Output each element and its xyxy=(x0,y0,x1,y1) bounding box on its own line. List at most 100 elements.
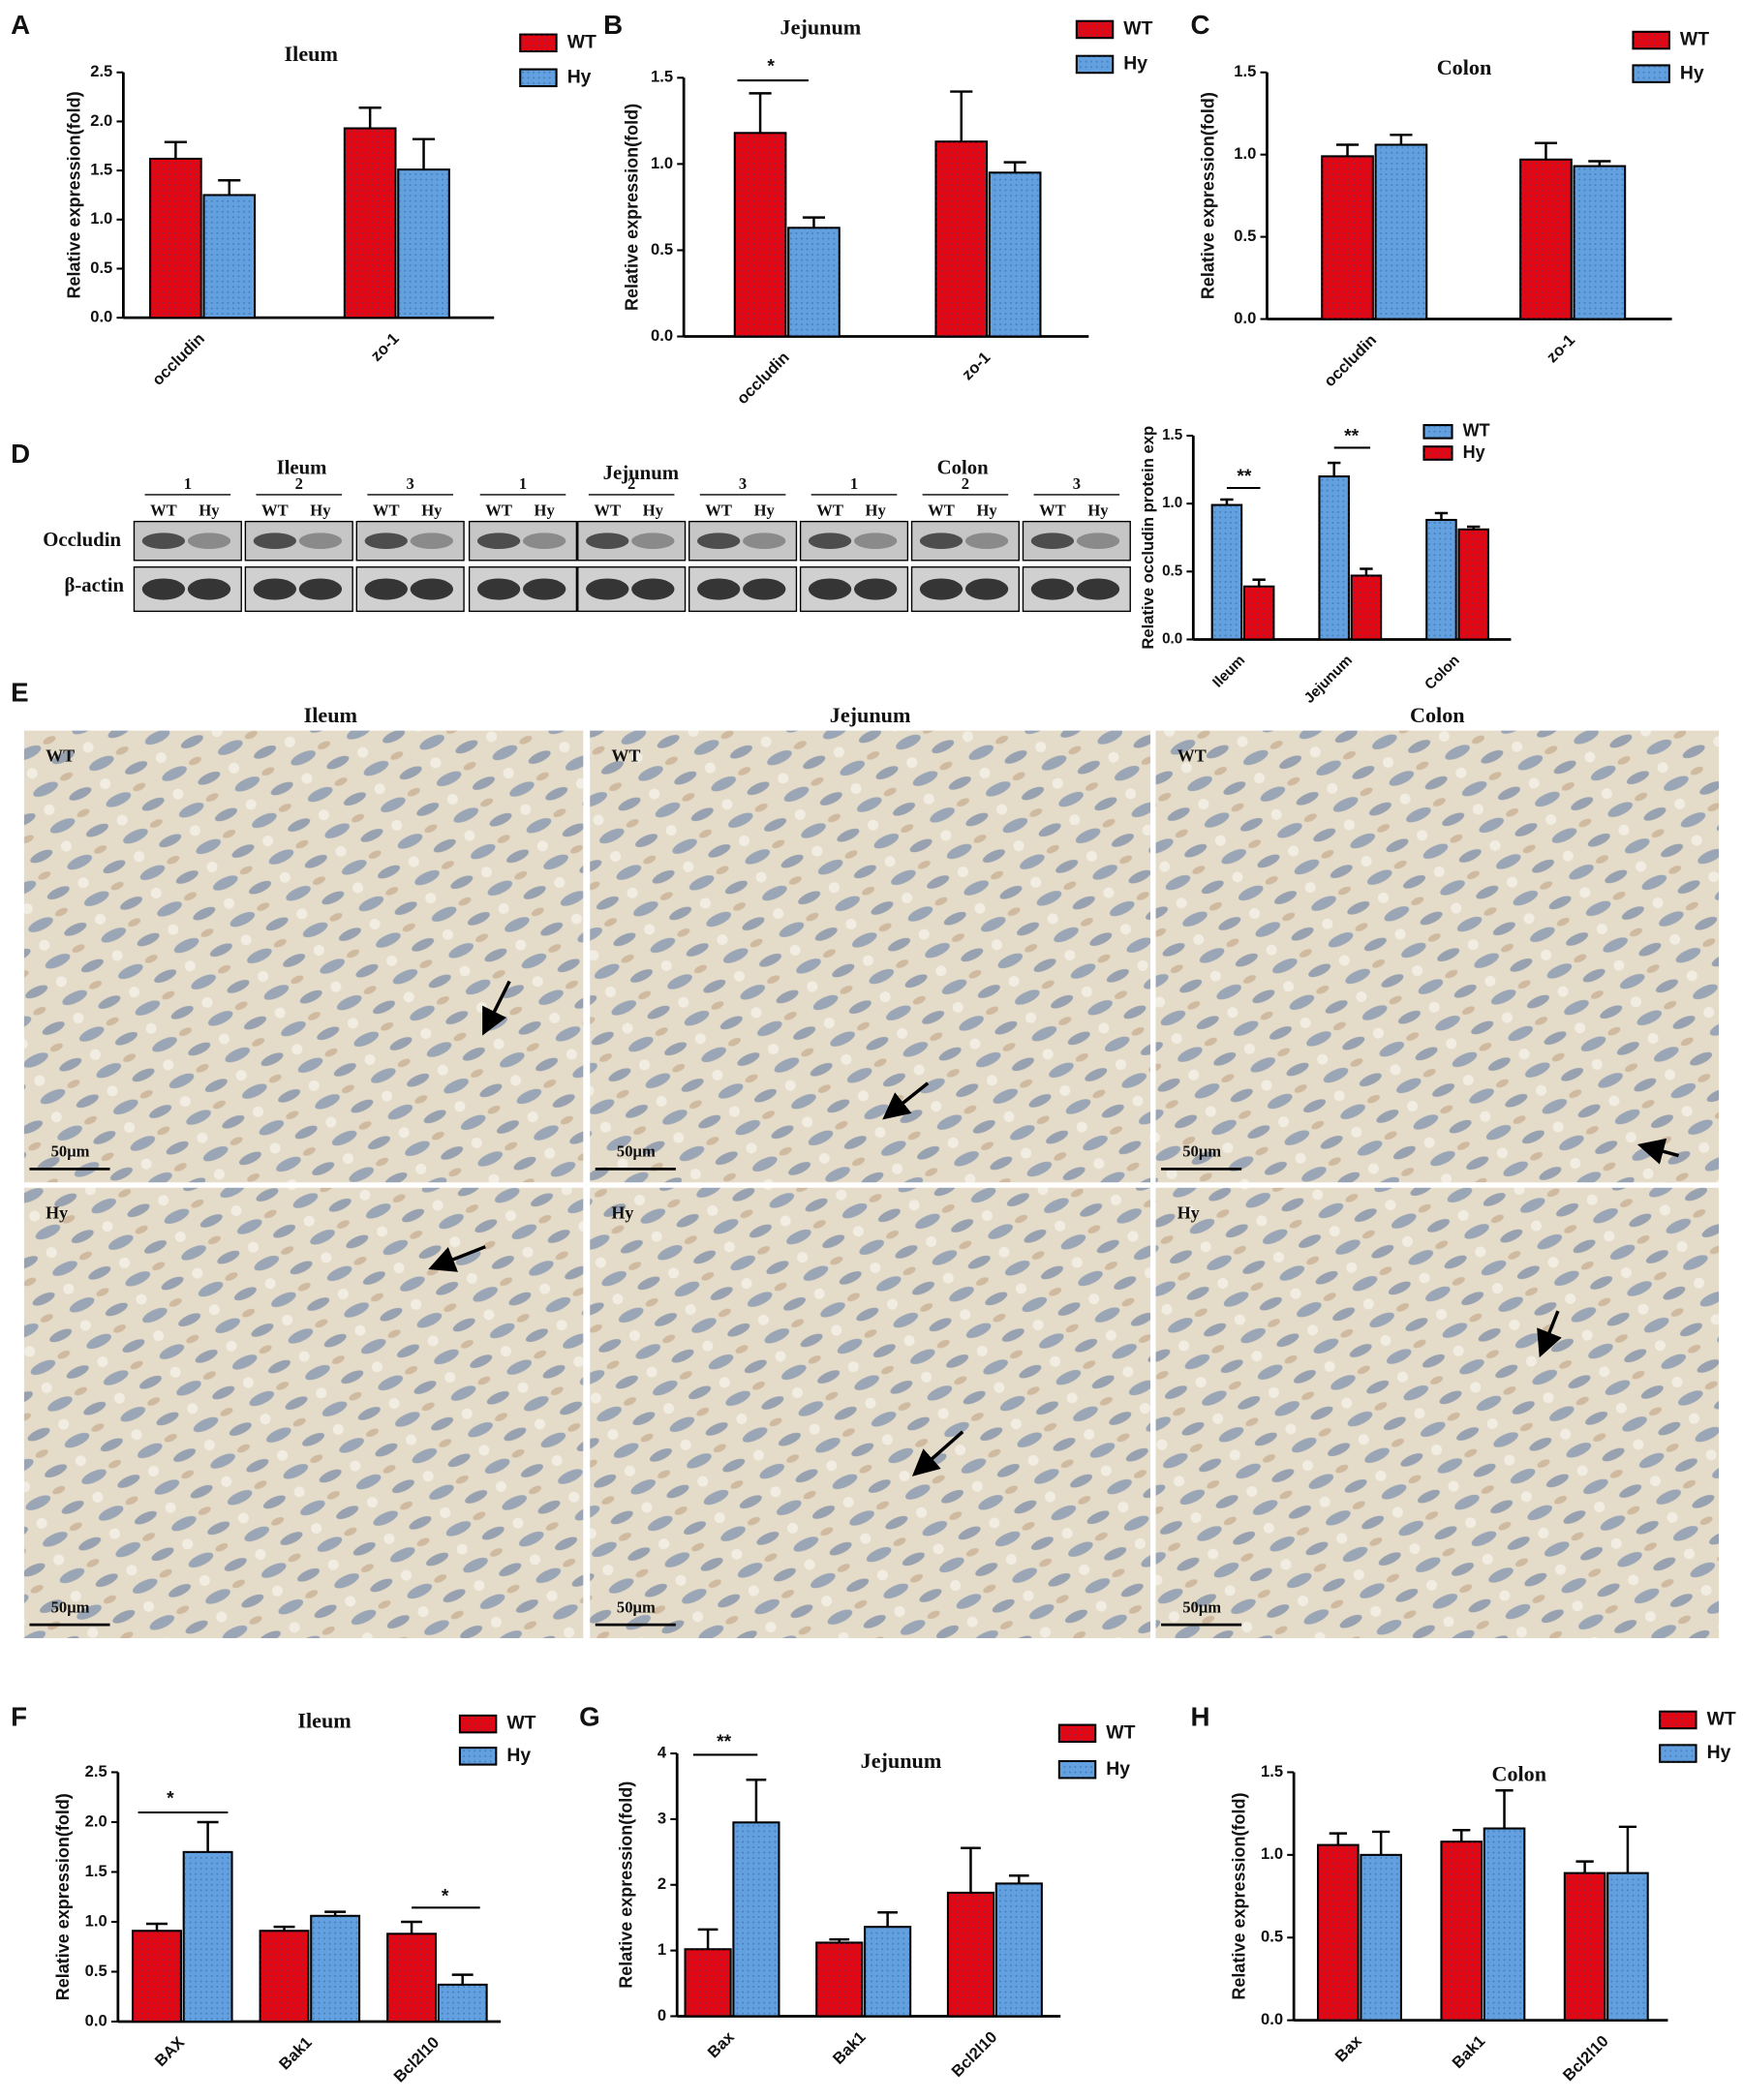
legend-texture xyxy=(1423,425,1452,439)
bar-texture xyxy=(685,1949,731,2017)
legend-label: WT xyxy=(1123,18,1152,40)
blot-band xyxy=(586,578,629,600)
y-tick-label: 2.5 xyxy=(90,62,112,80)
legend-label: WT xyxy=(1463,421,1490,441)
bar-chart: 0 1 2 3 4 Relative expression(fold) Jejunum Bax… xyxy=(617,1721,1136,2080)
micrograph-row-label: WT xyxy=(1177,746,1207,765)
y-tick-label: 2.0 xyxy=(85,1811,107,1830)
chart-title: Ileum xyxy=(297,1708,352,1732)
bar-texture xyxy=(1375,144,1427,320)
x-tick-label: occludin xyxy=(148,329,208,389)
legend-texture xyxy=(1058,1760,1096,1779)
y-tick-label: 0.5 xyxy=(1261,1928,1283,1946)
panel-letter: G xyxy=(579,1701,600,1731)
x-tick-label: BAX xyxy=(151,2033,188,2070)
blot-band xyxy=(187,533,231,549)
bar-texture xyxy=(788,228,840,337)
bar-texture xyxy=(1318,1844,1359,2021)
y-tick-label: 0.0 xyxy=(1234,309,1256,327)
bar-texture xyxy=(1319,476,1349,640)
blot-lane-label: Hy xyxy=(754,502,776,520)
blot-band xyxy=(298,578,343,600)
y-tick-label: 1.5 xyxy=(1261,1762,1283,1780)
bar-texture xyxy=(947,1892,994,2017)
bar-texture xyxy=(1574,166,1626,320)
bar-texture xyxy=(1361,1854,1401,2021)
blot-lane-label: Hy xyxy=(310,502,331,520)
blot-lane-label: Hy xyxy=(866,502,887,520)
blot-lane-label: WT xyxy=(150,502,177,520)
blot-row-label: Occludin xyxy=(43,530,121,551)
micrograph xyxy=(590,1187,1150,1638)
micrograph xyxy=(23,1187,584,1638)
chart-title: Colon xyxy=(1491,1762,1546,1786)
bar-texture xyxy=(989,172,1041,337)
x-tick-label: zo-1 xyxy=(367,329,403,365)
bar-chart: 0.0 0.5 1.0 1.5 2.0 2.5 Relative expression(fo… xyxy=(53,1708,535,2085)
chart-title: Jejunum xyxy=(780,15,862,40)
legend-label: WT xyxy=(506,1713,535,1734)
legend-label: Hy xyxy=(567,66,592,87)
blot-band xyxy=(919,578,963,600)
y-tick-label: 1.0 xyxy=(1234,144,1256,163)
blot-band xyxy=(1030,578,1075,600)
legend-texture xyxy=(1058,1724,1096,1743)
x-tick-label: Ileum xyxy=(1209,652,1248,690)
y-tick-label: 2.0 xyxy=(90,111,112,130)
x-tick-label: Bax xyxy=(704,2027,739,2062)
micrograph-row-label: WT xyxy=(611,746,640,765)
x-tick-label: zo-1 xyxy=(958,348,994,383)
blot-lane-label: Hy xyxy=(421,502,443,520)
micrograph xyxy=(1155,730,1720,1183)
y-tick-label: 0.0 xyxy=(90,308,112,326)
y-tick-label: 0.0 xyxy=(85,2011,107,2029)
bar-texture xyxy=(203,195,256,319)
panel-letter: B xyxy=(603,10,623,40)
panel-letter: A xyxy=(11,10,30,40)
blot-lane-label: WT xyxy=(373,502,400,520)
blot-band xyxy=(697,533,741,549)
y-tick-label: 1.5 xyxy=(90,161,112,179)
blot-lane-label: Hy xyxy=(199,502,220,520)
blot-lane-label: WT xyxy=(816,502,843,520)
panel-letter: C xyxy=(1191,10,1210,40)
y-tick-label: 0.0 xyxy=(1261,2010,1283,2028)
bar-texture xyxy=(1607,1872,1648,2021)
blot-band xyxy=(298,533,343,549)
y-axis-label: Relative expression(fold) xyxy=(1199,92,1218,299)
blot-group-label: 1 xyxy=(850,474,858,493)
x-tick-label: Bcl2l10 xyxy=(948,2027,1001,2081)
blot-band xyxy=(410,578,453,600)
blot-lane-label: WT xyxy=(1039,502,1066,520)
blot-band xyxy=(523,578,566,600)
blot-lane-label: WT xyxy=(705,502,732,520)
blot-band xyxy=(854,578,898,600)
y-axis-label: Relative expression(fold) xyxy=(64,91,83,298)
blot-lane-label: Hy xyxy=(643,502,664,520)
micrograph-row-label: Hy xyxy=(46,1203,68,1223)
legend-texture xyxy=(1660,1711,1697,1729)
bar-texture xyxy=(816,1942,863,2017)
legend-label: Hy xyxy=(1123,53,1147,75)
blot-lane-label: WT xyxy=(928,502,955,520)
x-tick-label: Bak1 xyxy=(1449,2031,1489,2072)
blot-band xyxy=(964,578,1009,600)
blot-band xyxy=(364,533,408,549)
x-tick-label: Jejunum xyxy=(1301,652,1356,706)
y-axis-label: Relative expression(fold) xyxy=(622,104,641,311)
y-tick-label: 1.0 xyxy=(651,154,673,172)
arrow xyxy=(882,1081,930,1120)
micrograph-column-title: Jejunum xyxy=(830,703,911,727)
blot-group-label: 2 xyxy=(295,474,303,493)
blot-band xyxy=(808,578,852,600)
x-tick-label: Bak1 xyxy=(275,2033,316,2074)
blot-row-label: β-actin xyxy=(64,575,124,596)
legend-texture xyxy=(459,1748,497,1765)
blot-band xyxy=(586,533,629,549)
legend-label: Hy xyxy=(1707,1742,1731,1763)
scale-bar-label: 50μm xyxy=(1182,1142,1221,1161)
blot-band xyxy=(476,578,521,600)
bar-texture xyxy=(865,1927,911,2017)
chart-title: Jejunum xyxy=(861,1749,942,1773)
